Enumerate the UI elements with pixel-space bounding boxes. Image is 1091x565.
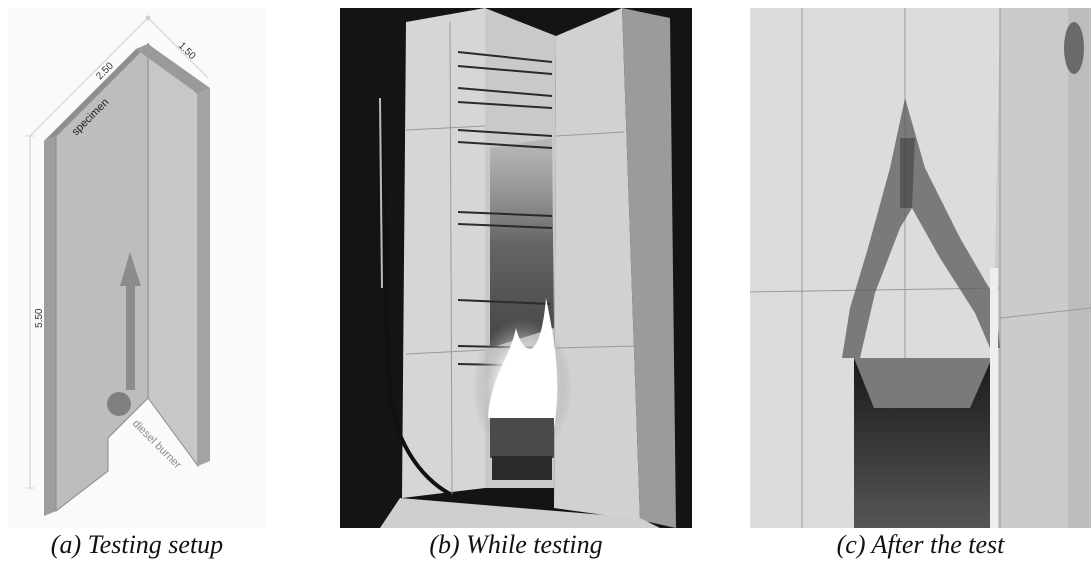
caption-testing-setup: (a) Testing setup bbox=[50, 530, 224, 559]
flame-arrow-shaft bbox=[126, 284, 135, 390]
left-wall-top-edge bbox=[44, 44, 148, 141]
dimension-lines bbox=[26, 15, 209, 489]
setup-schematic: 2.50 1.50 5.50 specimen diesel burner bbox=[8, 8, 266, 528]
after-test-image bbox=[749, 8, 1091, 528]
right-wall-face bbox=[147, 42, 199, 468]
after-test-photo bbox=[749, 8, 1091, 528]
burner-symbol bbox=[107, 392, 131, 416]
while-testing-image bbox=[340, 8, 692, 528]
right-wall-edge bbox=[198, 88, 210, 466]
testing-setup-diagram: 2.50 1.50 5.50 specimen diesel burner bbox=[8, 8, 266, 528]
while-testing-photo bbox=[340, 8, 692, 528]
left-wall-edge bbox=[44, 136, 56, 516]
dimension-height-5-50: 5.50 bbox=[34, 308, 45, 328]
caption-while-testing: (b) While testing bbox=[429, 530, 603, 559]
right-wall-top-edge bbox=[136, 44, 210, 94]
caption-after-test: (c) After the test bbox=[836, 530, 1005, 559]
flame-arrow-head bbox=[120, 252, 141, 286]
